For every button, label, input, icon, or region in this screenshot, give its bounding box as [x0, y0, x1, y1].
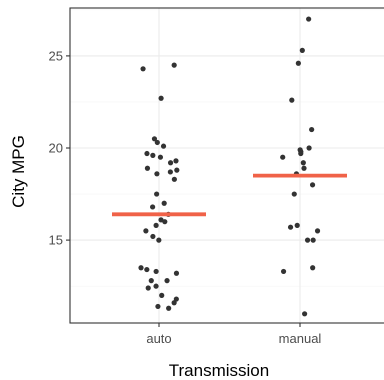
data-point-manual [291, 191, 297, 197]
data-point-auto [171, 300, 177, 306]
data-point-auto [153, 268, 159, 275]
x-tick-label-manual: manual [279, 331, 322, 346]
data-point-manual [314, 228, 321, 234]
data-point-auto [144, 150, 150, 157]
data-point-auto [151, 136, 158, 142]
data-point-auto [174, 167, 180, 173]
data-point-auto [162, 219, 168, 225]
data-point-manual [280, 268, 287, 275]
data-point-auto [155, 303, 161, 310]
data-point-auto [156, 237, 162, 243]
data-point-auto [158, 95, 164, 101]
data-points [138, 16, 321, 317]
data-point-auto [150, 204, 156, 210]
data-point-manual [304, 237, 311, 243]
y-axis-title: City MPG [9, 135, 28, 208]
data-point-auto [171, 62, 177, 68]
data-point-auto [154, 139, 160, 146]
data-point-auto [164, 278, 170, 284]
data-point-auto [150, 152, 156, 158]
data-point-auto [166, 305, 172, 311]
data-point-manual [287, 224, 294, 230]
data-point-manual [309, 182, 316, 188]
y-axis-ticks: 15 20 25 [49, 48, 70, 248]
data-point-auto [171, 176, 177, 182]
data-point-manual [294, 222, 300, 228]
data-point-manual [295, 60, 301, 66]
data-point-auto [173, 270, 180, 276]
data-point-auto [157, 154, 164, 160]
data-point-auto [160, 143, 167, 149]
y-tick-label: 20 [49, 141, 63, 156]
data-point-manual [299, 47, 305, 53]
data-point-auto [167, 169, 173, 175]
data-point-manual [306, 145, 312, 151]
minor-gridlines [70, 9, 384, 287]
data-point-auto [167, 160, 174, 166]
data-point-auto [140, 66, 146, 72]
data-point-auto [144, 165, 151, 171]
data-point-auto [154, 191, 160, 197]
data-point-auto [161, 200, 167, 206]
data-point-manual [301, 165, 307, 171]
major-gridlines [70, 8, 384, 323]
data-point-auto [138, 265, 144, 271]
x-axis-title: Transmission [169, 361, 269, 380]
data-point-auto [143, 228, 149, 234]
x-axis-ticks: auto manual [146, 323, 321, 346]
data-point-manual [309, 126, 315, 133]
data-point-auto [154, 171, 160, 177]
data-point-manual [289, 97, 295, 103]
data-point-manual [280, 154, 286, 160]
mean-bars [112, 173, 347, 217]
data-point-manual [310, 265, 316, 271]
data-point-manual [302, 311, 308, 317]
data-point-auto [173, 158, 179, 164]
data-point-auto [148, 278, 154, 284]
data-point-manual [298, 150, 304, 157]
data-point-auto [150, 233, 156, 240]
data-point-auto [144, 266, 150, 273]
data-point-auto [153, 222, 159, 228]
data-point-manual [306, 16, 312, 22]
panel-border [69, 7, 384, 324]
y-tick-label: 15 [49, 233, 63, 248]
data-point-auto [153, 283, 159, 289]
data-point-manual [310, 237, 316, 243]
y-tick-label: 25 [49, 48, 63, 63]
data-point-auto [145, 285, 151, 291]
data-point-manual [300, 160, 306, 166]
data-point-auto [159, 292, 165, 298]
x-tick-label-auto: auto [146, 331, 171, 346]
